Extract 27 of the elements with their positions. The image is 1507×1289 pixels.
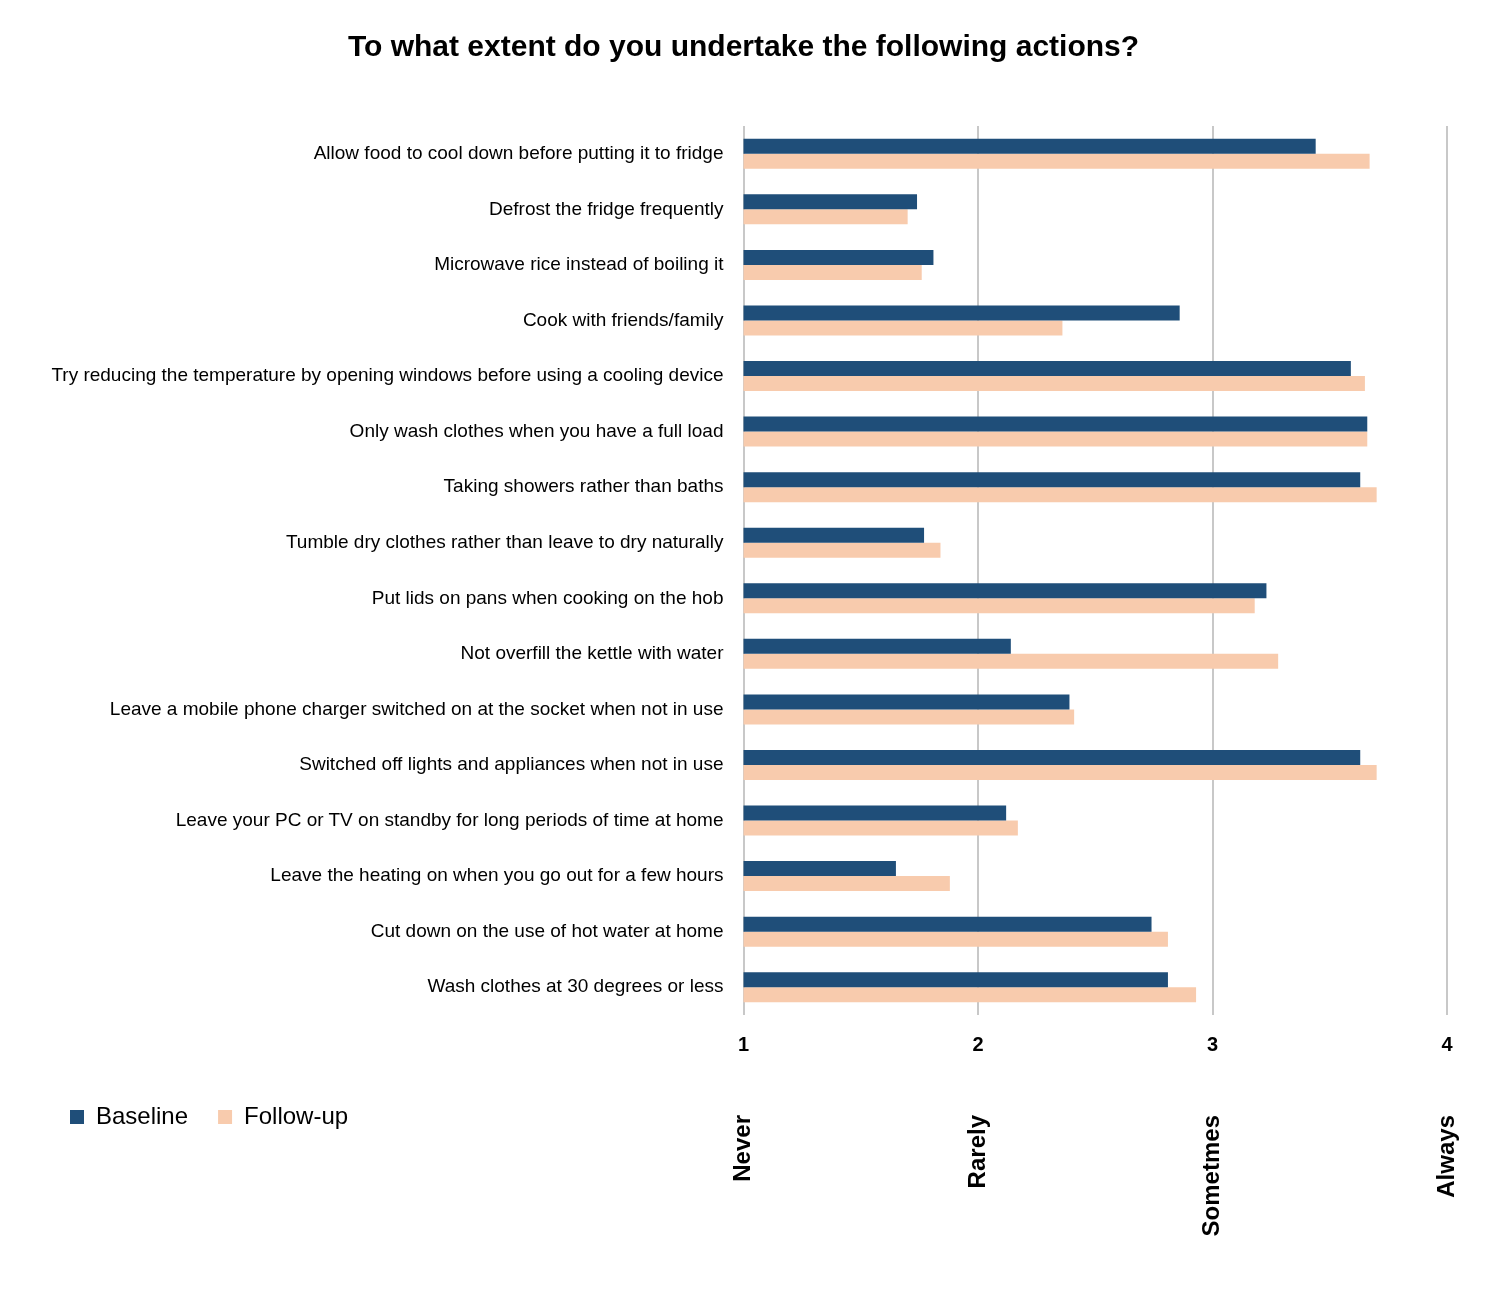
y-tick-label: Only wash clothes when you have a full load: [349, 419, 724, 441]
y-tick-label: Try reducing the temperature by opening windows before using a cooling device: [51, 364, 724, 386]
text: Always: [1431, 1115, 1459, 1198]
y-tick-label: Defrost the fridge frequently: [489, 197, 724, 219]
text: Rarely: [962, 1114, 990, 1189]
y-tick-label: Wash clothes at 30 degrees or less: [427, 975, 724, 997]
x-tick-label: 1: [737, 1032, 750, 1055]
y-tick-label: Taking showers rather than baths: [443, 475, 724, 497]
y-tick-label: Allow food to cool down before putting it to fridge: [313, 142, 724, 164]
y-tick-label: Not overfill the kettle with water: [460, 642, 725, 664]
text: Never: [728, 1115, 756, 1182]
y-tick-label: Leave your PC or TV on standby for long periods of time at home: [175, 808, 724, 830]
x-tick-label: 3: [1206, 1032, 1219, 1055]
y-tick-label: Leave a mobile phone charger switched on at the socket when not in use: [109, 697, 724, 719]
legend-label: Baseline: [96, 1101, 189, 1129]
y-tick-label: Leave the heating on when you go out for a few hours: [270, 864, 724, 886]
y-tick-label: Microwave rice instead of boiling it: [434, 253, 725, 275]
legend-label: Follow-up: [244, 1101, 349, 1129]
chart-title: To what extent do you undertake the following actions?: [347, 29, 1140, 63]
x-tick-label: 4: [1441, 1032, 1454, 1055]
y-tick-label: Cook with friends/family: [522, 308, 724, 330]
y-tick-label: Put lids on pans when cooking on the hob: [371, 586, 724, 608]
x-tick-label: 2: [972, 1032, 984, 1055]
text: Sometmes: [1197, 1115, 1225, 1237]
y-tick-label: Tumble dry clothes rather than leave to dry naturally: [285, 530, 724, 552]
y-tick-label: Cut down on the use of hot water at home: [370, 919, 724, 941]
y-tick-label: Switched off lights and appliances when not in use: [299, 753, 724, 775]
